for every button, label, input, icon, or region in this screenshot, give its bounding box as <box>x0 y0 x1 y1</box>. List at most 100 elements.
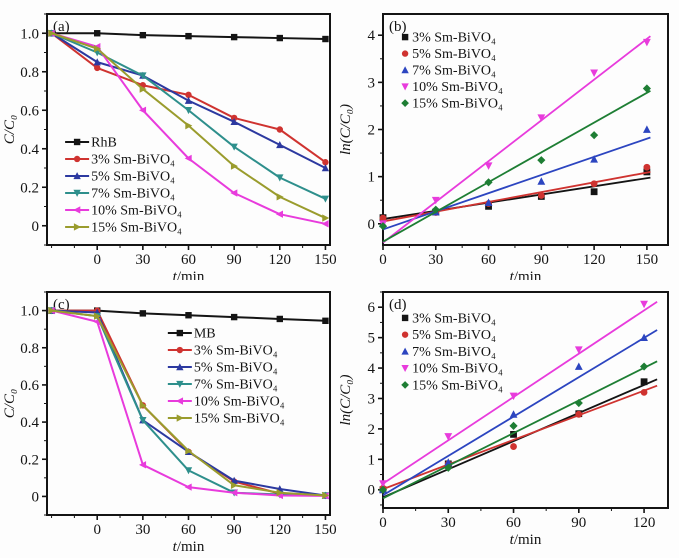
axis-labels: t/min C/C₀ <box>2 115 205 280</box>
panel-label: (b) <box>389 19 407 35</box>
svg-text:30: 30 <box>135 252 150 268</box>
legend: MB 3% Sm-BiVO₄ 5% Sm-BiVO₄ 7% Sm-BiVO₄ 10% S… <box>167 327 285 427</box>
svg-text:0: 0 <box>32 219 40 235</box>
svg-text:6: 6 <box>368 300 376 316</box>
svg-text:150: 150 <box>636 252 659 268</box>
svg-text:3: 3 <box>368 391 376 407</box>
svg-text:7% Sm-BiVO₄: 7% Sm-BiVO₄ <box>194 378 278 393</box>
svg-text:0: 0 <box>379 252 387 268</box>
svg-text:5% Sm-BiVO₄: 5% Sm-BiVO₄ <box>91 169 175 184</box>
svg-text:10% Sm-BiVO₄: 10% Sm-BiVO₄ <box>412 362 503 377</box>
panel-label: (d) <box>389 297 407 313</box>
series-10% Sm-BiVO₄ <box>47 29 329 228</box>
svg-text:30: 30 <box>441 515 456 531</box>
svg-text:t/min: t/min <box>173 269 205 280</box>
svg-text:3% Sm-BiVO₄: 3% Sm-BiVO₄ <box>412 31 496 46</box>
svg-text:120: 120 <box>583 252 606 268</box>
svg-text:0.6: 0.6 <box>20 378 39 394</box>
svg-text:4: 4 <box>368 28 376 44</box>
svg-text:120: 120 <box>633 515 656 531</box>
svg-text:150: 150 <box>314 522 337 538</box>
svg-text:60: 60 <box>481 252 496 268</box>
svg-text:1: 1 <box>368 170 376 186</box>
svg-text:0.2: 0.2 <box>20 180 39 196</box>
svg-text:0.2: 0.2 <box>20 452 39 468</box>
svg-text:90: 90 <box>227 522 242 538</box>
svg-text:10% Sm-BiVO₄: 10% Sm-BiVO₄ <box>194 395 285 410</box>
svg-text:0: 0 <box>93 522 101 538</box>
legend: RhB 3% Sm-BiVO₄ 5% Sm-BiVO₄ 7% Sm-BiVO₄ 10% … <box>65 135 182 235</box>
panel-a: 0 30 60 90 120 150 0 0.2 0.4 0.6 0.8 1.0 t/min C/C₀ (a… <box>0 0 340 280</box>
series-15% Sm-BiVO₄ <box>48 29 330 222</box>
svg-text:150: 150 <box>314 252 337 268</box>
svg-text:15% Sm-BiVO₄: 15% Sm-BiVO₄ <box>412 97 503 112</box>
svg-text:120: 120 <box>269 252 292 268</box>
svg-text:5% Sm-BiVO₄: 5% Sm-BiVO₄ <box>194 361 278 376</box>
svg-text:MB: MB <box>194 327 216 342</box>
svg-text:60: 60 <box>181 252 196 268</box>
series-7% Sm-BiVO₄ <box>47 307 330 500</box>
svg-text:C/C₀: C/C₀ <box>2 115 18 144</box>
series-5% Sm-BiVO₄ <box>379 384 658 492</box>
panel-b: 0 30 60 90 120 150 0 1 2 3 4 t/min ln(C/C₀) (b) 3% Sm-… <box>340 0 679 280</box>
series-15% Sm-BiVO₄ <box>48 306 330 500</box>
svg-text:ln(C/C₀): ln(C/C₀) <box>340 374 354 425</box>
svg-text:5% Sm-BiVO₄: 5% Sm-BiVO₄ <box>412 47 496 62</box>
svg-text:0.4: 0.4 <box>20 415 39 431</box>
svg-text:5: 5 <box>368 331 376 347</box>
svg-text:90: 90 <box>227 252 242 268</box>
svg-text:RhB: RhB <box>91 135 117 150</box>
svg-text:3% Sm-BiVO₄: 3% Sm-BiVO₄ <box>91 152 175 167</box>
svg-text:15% Sm-BiVO₄: 15% Sm-BiVO₄ <box>194 412 285 427</box>
panel-c-chart: 0 30 60 90 120 150 0 0.2 0.4 0.6 0.8 1.0 t/min C/C₀ (c… <box>2 291 337 555</box>
svg-text:0: 0 <box>379 515 387 531</box>
svg-text:t/min: t/min <box>173 539 205 555</box>
svg-text:0.8: 0.8 <box>20 65 39 81</box>
svg-text:90: 90 <box>571 515 586 531</box>
svg-text:3% Sm-BiVO₄: 3% Sm-BiVO₄ <box>194 344 278 359</box>
axes: 0 30 60 90 120 150 0 0.2 0.4 0.6 0.8 1.0 <box>20 291 337 538</box>
svg-text:3: 3 <box>368 75 376 91</box>
svg-text:120: 120 <box>269 522 292 538</box>
panel-label: (a) <box>53 19 70 35</box>
axis-labels: t/min ln(C/C₀) <box>340 374 542 548</box>
svg-text:90: 90 <box>534 252 549 268</box>
svg-text:4: 4 <box>368 361 376 377</box>
axis-labels: t/min C/C₀ <box>2 389 205 555</box>
svg-text:7% Sm-BiVO₄: 7% Sm-BiVO₄ <box>91 186 175 201</box>
svg-text:0: 0 <box>32 489 40 505</box>
series-7% Sm-BiVO₄ <box>47 30 330 203</box>
svg-text:1: 1 <box>368 452 376 468</box>
svg-text:C/C₀: C/C₀ <box>2 389 18 418</box>
svg-text:5% Sm-BiVO₄: 5% Sm-BiVO₄ <box>412 328 496 343</box>
axis-labels: t/min ln(C/C₀) <box>340 104 542 280</box>
svg-text:10% Sm-BiVO₄: 10% Sm-BiVO₄ <box>91 203 182 218</box>
legend: 3% Sm-BiVO₄ 5% Sm-BiVO₄ 7% Sm-BiVO₄ 10% Sm-… <box>401 311 503 393</box>
panel-label: (c) <box>53 297 70 313</box>
svg-text:10% Sm-BiVO₄: 10% Sm-BiVO₄ <box>412 80 503 95</box>
axes: 0 30 60 90 120 150 0 1 2 3 4 <box>368 13 669 268</box>
series-5% Sm-BiVO₄ <box>47 29 330 172</box>
svg-text:0.4: 0.4 <box>20 142 39 158</box>
axes: 0 30 60 90 120 150 0 0.2 0.4 0.6 0.8 1.0 <box>20 13 337 268</box>
panel-d: 0 30 60 90 120 0 1 2 3 4 5 6 t/min ln(C/C₀) (d) 3% Sm-B… <box>340 280 679 558</box>
svg-text:0: 0 <box>368 483 376 499</box>
series-RhB <box>48 30 329 43</box>
svg-text:30: 30 <box>428 252 443 268</box>
svg-text:15% Sm-BiVO₄: 15% Sm-BiVO₄ <box>91 220 182 235</box>
svg-text:3% Sm-BiVO₄: 3% Sm-BiVO₄ <box>412 311 496 326</box>
svg-text:60: 60 <box>506 515 521 531</box>
svg-text:7% Sm-BiVO₄: 7% Sm-BiVO₄ <box>412 345 496 360</box>
panel-a-chart: 0 30 60 90 120 150 0 0.2 0.4 0.6 0.8 1.0 t/min C/C₀ (a… <box>2 13 337 280</box>
svg-text:15% Sm-BiVO₄: 15% Sm-BiVO₄ <box>412 378 503 393</box>
series-10% Sm-BiVO₄ <box>379 35 651 244</box>
svg-text:7% Sm-BiVO₄: 7% Sm-BiVO₄ <box>412 64 496 79</box>
svg-text:60: 60 <box>181 522 196 538</box>
svg-text:t/min: t/min <box>510 532 542 548</box>
svg-text:30: 30 <box>135 522 150 538</box>
svg-text:0: 0 <box>368 217 376 233</box>
